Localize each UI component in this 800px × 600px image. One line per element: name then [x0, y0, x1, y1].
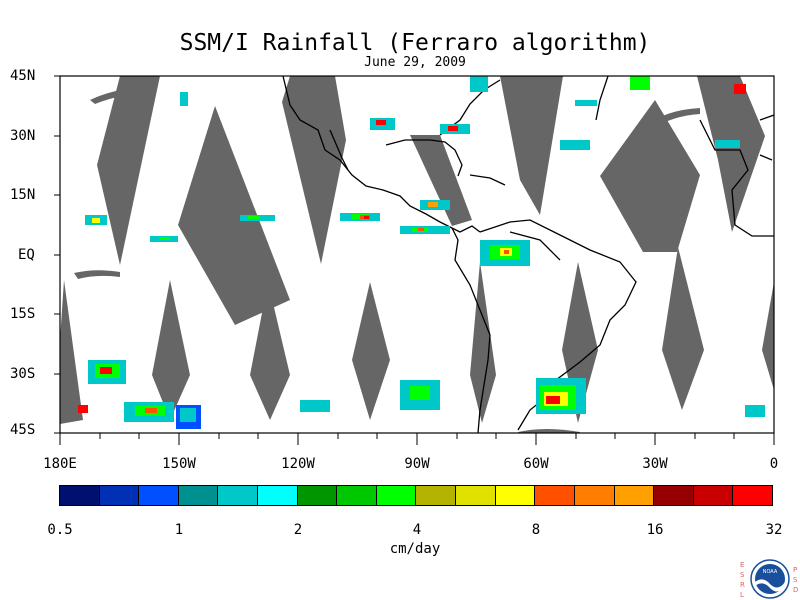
- lat-label: 45N: [10, 68, 36, 84]
- logo-right-letters: P S D: [793, 566, 798, 594]
- logo-letter: D: [793, 586, 798, 594]
- colorbar-tick-label: 16: [646, 522, 664, 538]
- colorbar-swatch: [178, 486, 219, 505]
- colorbar-swatch: [693, 486, 734, 505]
- colorbar-swatch: [99, 486, 140, 505]
- colorbar-swatch: [574, 486, 615, 505]
- noaa-emblem-icon: NOAA: [750, 559, 790, 599]
- logo-left-letters: E S R L: [740, 561, 745, 599]
- colorbar-swatch: [376, 486, 417, 505]
- colorbar-units: cm/day: [389, 541, 441, 557]
- lon-label: 60W: [523, 456, 549, 472]
- noaa-esrl-psd-logo: E S R L NOAA P S D: [740, 559, 798, 599]
- map-title: SSM/I Rainfall (Ferraro algorithm): [179, 30, 651, 56]
- colorbar-swatch: [614, 486, 655, 505]
- lon-label: 120W: [281, 456, 315, 472]
- lat-label: 45S: [10, 422, 36, 438]
- colorbar-tick-label: 1: [174, 522, 184, 538]
- missing-data-swaths: [60, 76, 774, 433]
- lon-label: 180E: [43, 456, 77, 472]
- logo-letter: R: [740, 581, 745, 589]
- colorbar-swatch: [337, 486, 377, 505]
- colorbar-swatch: [258, 486, 298, 505]
- colorbar-tick-label: 8: [531, 522, 541, 538]
- colorbar-swatch: [297, 486, 338, 505]
- colorbar-swatch: [60, 486, 100, 505]
- colorbar-swatch: [218, 486, 259, 505]
- colorbar-tick-label: 32: [765, 522, 783, 538]
- lon-label: 150W: [162, 456, 196, 472]
- lat-label: EQ: [18, 247, 35, 263]
- lat-label: 15S: [10, 306, 36, 322]
- colorbar-swatch: [733, 486, 772, 505]
- logo-letter: P: [793, 566, 797, 574]
- colorbar-tick-label: 4: [412, 522, 422, 538]
- colorbar-tick-label: 2: [293, 522, 303, 538]
- lat-label: 15N: [10, 187, 36, 203]
- colorbar-swatch: [416, 486, 457, 505]
- lat-label: 30S: [10, 366, 36, 382]
- logo-letter: S: [793, 576, 798, 584]
- map-date-subtitle: June 29, 2009: [364, 55, 466, 70]
- lon-label: 0: [769, 456, 779, 472]
- svg-text:NOAA: NOAA: [763, 569, 778, 575]
- lat-label: 30N: [10, 128, 36, 144]
- colorbar-swatch: [654, 486, 694, 505]
- rainfall-colorbar: [59, 485, 773, 506]
- colorbar-swatch: [495, 486, 536, 505]
- colorbar-tick-label: 0.5: [47, 522, 73, 538]
- rainfall-patches: [78, 76, 765, 429]
- logo-letter: S: [740, 571, 745, 579]
- logo-letter: E: [740, 561, 744, 569]
- axis-ticks: [54, 75, 775, 445]
- lon-label: 30W: [642, 456, 668, 472]
- rainfall-map: [54, 75, 775, 445]
- lon-label: 90W: [404, 456, 430, 472]
- colorbar-swatch: [139, 486, 179, 505]
- colorbar-swatch: [535, 486, 575, 505]
- colorbar-swatch: [456, 486, 496, 505]
- logo-letter: L: [740, 591, 744, 599]
